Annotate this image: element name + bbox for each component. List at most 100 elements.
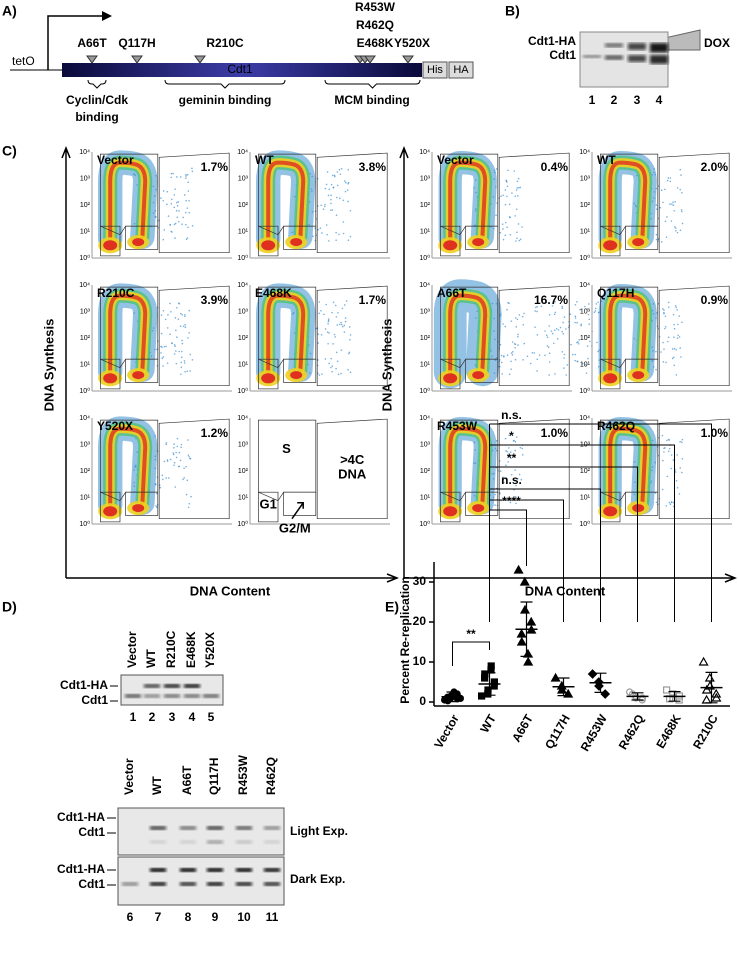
lane-number: 9 xyxy=(212,910,219,924)
event-dot xyxy=(160,332,163,335)
event-dot xyxy=(507,169,509,172)
event-dot xyxy=(579,308,581,311)
event-dot xyxy=(559,326,562,329)
event-dot xyxy=(168,477,170,479)
event-dot xyxy=(176,336,178,339)
event-dot xyxy=(327,318,330,320)
gate xyxy=(158,152,230,254)
lane-label: Y520X xyxy=(203,632,217,668)
density xyxy=(443,373,458,384)
event-dot xyxy=(679,467,682,469)
event-dot xyxy=(509,451,512,453)
event-dot xyxy=(504,437,507,440)
percent-label: 1.2% xyxy=(201,426,229,440)
significance-label: n.s. xyxy=(501,408,522,422)
event-dot xyxy=(508,373,511,376)
event-dot xyxy=(517,335,519,338)
event-dot xyxy=(184,371,186,373)
event-dot xyxy=(176,216,179,219)
band xyxy=(180,826,196,830)
event-dot xyxy=(660,189,663,192)
event-dot xyxy=(186,207,189,209)
gate xyxy=(600,419,659,502)
event-dot xyxy=(672,204,675,206)
event-dot xyxy=(499,492,501,495)
event-dot xyxy=(667,438,670,441)
event-dot xyxy=(165,443,168,446)
event-dot xyxy=(339,173,342,175)
data-point xyxy=(519,576,530,586)
event-dot xyxy=(502,238,505,241)
event-dot xyxy=(191,224,194,227)
event-dot xyxy=(677,323,679,326)
event-dot xyxy=(678,315,680,317)
event-dot xyxy=(335,316,338,318)
event-dot xyxy=(187,181,190,183)
tick-label: 10³ xyxy=(238,308,249,315)
event-dot xyxy=(166,460,169,462)
treatment: DOX xyxy=(704,36,730,50)
sample-name: R453W xyxy=(437,419,478,433)
event-dot xyxy=(173,344,176,346)
event-dot xyxy=(669,180,672,183)
event-dot xyxy=(681,438,684,441)
event-dot xyxy=(191,167,193,170)
event-dot xyxy=(675,306,677,309)
event-dot xyxy=(667,340,669,343)
tick-label: 10⁰ xyxy=(419,254,430,262)
event-dot xyxy=(655,368,657,371)
gene-bar xyxy=(62,63,422,77)
event-dot xyxy=(664,188,666,191)
event-dot xyxy=(187,226,189,229)
density xyxy=(108,293,148,374)
percent-label: 1.0% xyxy=(541,426,569,440)
event-dot xyxy=(161,346,163,349)
event-dot xyxy=(672,313,675,316)
event-dot xyxy=(666,439,668,442)
mutation-marker xyxy=(402,55,414,64)
tick-label: 10⁴ xyxy=(79,282,90,289)
blot xyxy=(117,856,285,906)
event-dot xyxy=(330,198,332,201)
sample-name: WT xyxy=(597,153,616,167)
tick-label: 10⁴ xyxy=(579,282,590,289)
event-dot xyxy=(177,318,180,320)
density xyxy=(608,426,648,507)
event-dot xyxy=(586,308,589,310)
gate xyxy=(316,418,388,520)
event-dot xyxy=(574,315,577,318)
band xyxy=(236,840,252,844)
tick-label: 10² xyxy=(580,468,591,475)
event-dot xyxy=(510,473,513,476)
event-dot xyxy=(347,200,349,203)
band xyxy=(207,882,223,886)
event-dot xyxy=(327,320,330,323)
event-dot xyxy=(514,317,517,319)
event-dot xyxy=(674,304,677,307)
flow-plot: 10⁰ 10¹ 10² 10³ 10⁴ E468K 1.7% xyxy=(237,282,390,395)
significance-bracket xyxy=(489,499,564,622)
event-dot xyxy=(516,231,518,234)
event-dot xyxy=(574,359,577,362)
event-dot xyxy=(344,320,347,323)
axis-title: DNA Synthesis xyxy=(41,319,56,412)
lane-number: 4 xyxy=(189,710,196,724)
lane-number: 3 xyxy=(169,710,176,724)
event-dot xyxy=(519,186,522,189)
event-dot xyxy=(594,307,597,310)
mutation-label: E468K xyxy=(357,36,394,50)
event-dot xyxy=(160,352,162,354)
band xyxy=(236,868,252,872)
event-dot xyxy=(580,324,582,327)
event-dot xyxy=(348,352,350,355)
tick-label: 10⁴ xyxy=(237,282,248,289)
tick-label: 10¹ xyxy=(420,494,431,501)
mutation-label: Y520X xyxy=(394,36,430,50)
event-dot xyxy=(554,300,557,303)
event-dot xyxy=(185,173,187,176)
event-dot xyxy=(670,501,673,504)
band xyxy=(150,882,166,886)
sample-name: Vector xyxy=(437,153,474,167)
event-dot xyxy=(330,366,332,369)
event-dot xyxy=(676,337,679,339)
